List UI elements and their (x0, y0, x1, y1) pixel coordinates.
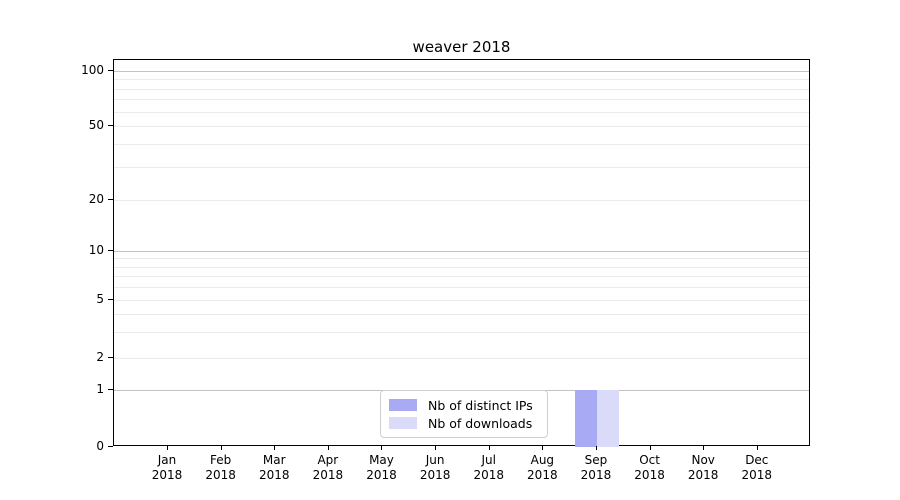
y-tick-10 (108, 250, 113, 251)
gridline-y-6 (114, 287, 809, 288)
bar-nb-of-downloads-sep (596, 390, 619, 447)
y-tick-label-0: 0 (96, 439, 104, 453)
x-label-aug-2018: Aug 2018 (515, 453, 569, 483)
x-label-apr-2018: Apr 2018 (301, 453, 355, 483)
x-label-jun-2018: Jun 2018 (408, 453, 462, 483)
x-tick-jul-2018 (488, 446, 490, 450)
x-tick-nov-2018 (703, 446, 705, 450)
x-tick-jan-2018 (167, 446, 168, 450)
y-tick-label-2: 2 (96, 350, 104, 364)
bar-nb-of-distinct-ips-sep (574, 390, 597, 447)
gridline-y-5 (114, 300, 809, 301)
gridline-y-3 (114, 332, 809, 333)
x-label-month: Dec (745, 453, 769, 467)
x-label-month: Jul (481, 453, 496, 467)
gridline-y-7 (114, 276, 809, 277)
x-tick-sep-2018 (595, 446, 597, 450)
x-label-month: Jan (157, 453, 177, 467)
gridline-y-10 (114, 251, 809, 252)
gridline-y-9 (114, 258, 809, 259)
x-label-oct-2018: Oct 2018 (623, 453, 677, 483)
gridline-y-60 (114, 112, 809, 113)
x-label-month: Nov (691, 453, 715, 467)
gridline-y-4 (114, 314, 809, 315)
gridline-y-90 (114, 79, 809, 80)
x-label-year: 2018 (527, 468, 558, 482)
x-label-month: Apr (317, 453, 339, 467)
gridline-y-30 (114, 167, 809, 168)
gridline-y-8 (114, 267, 809, 268)
x-tick-dec-2018 (756, 446, 758, 450)
x-label-dec-2018: Dec 2018 (730, 453, 784, 483)
y-tick-2 (108, 357, 113, 358)
chart-title: weaver 2018 (412, 38, 511, 56)
y-tick-1 (108, 389, 113, 390)
x-label-year: 2018 (741, 468, 773, 482)
x-label-month: Aug (530, 453, 555, 467)
x-label-month: Mar (262, 453, 286, 467)
y-tick-label-10: 10 (88, 243, 104, 257)
x-label-month: Jun (425, 453, 445, 467)
x-label-year: 2018 (634, 468, 665, 482)
y-tick-label-20: 20 (88, 192, 104, 206)
legend-item-nb-of-downloads: Nb of downloads (389, 416, 539, 431)
legend-label-nb-of-downloads: Nb of downloads (428, 415, 533, 431)
x-label-year: 2018 (312, 468, 344, 482)
x-tick-jun-2018 (435, 446, 437, 450)
x-label-year: 2018 (151, 468, 183, 482)
legend-item-nb-of-distinct-ips: Nb of distinct IPs (389, 398, 539, 413)
gridline-y-70 (114, 99, 809, 100)
gridline-y-2 (114, 358, 809, 359)
x-label-year: 2018 (366, 468, 397, 482)
gridline-y-80 (114, 89, 809, 90)
y-tick-50 (108, 125, 113, 126)
x-label-year: 2018 (419, 468, 451, 482)
gridline-y-20 (114, 200, 809, 201)
y-tick-label-100: 100 (81, 63, 104, 77)
y-tick-20 (108, 199, 113, 200)
y-tick-label-1: 1 (96, 382, 104, 396)
legend-swatch-nb-of-downloads (389, 417, 417, 429)
x-label-mar-2018: Mar 2018 (247, 453, 301, 483)
x-label-year: 2018 (580, 468, 612, 482)
x-label-year: 2018 (687, 468, 719, 482)
x-tick-may-2018 (381, 446, 383, 450)
x-label-year: 2018 (205, 468, 236, 482)
y-tick-label-5: 5 (96, 292, 104, 306)
x-label-month: May (369, 453, 394, 467)
legend-label-nb-of-distinct-ips: Nb of distinct IPs (428, 397, 533, 413)
x-label-may-2018: May 2018 (354, 453, 408, 483)
y-tick-100 (108, 70, 113, 71)
plot-area: Nb of distinct IPs Nb of downloads (113, 59, 810, 447)
x-label-month: Sep (584, 453, 608, 467)
y-tick-0 (108, 446, 113, 447)
gridline-y-100 (114, 71, 809, 72)
x-label-year: 2018 (258, 468, 290, 482)
legend: Nb of distinct IPs Nb of downloads (380, 390, 548, 438)
x-label-jan-2018: Jan 2018 (140, 453, 194, 483)
x-tick-mar-2018 (274, 446, 276, 450)
x-label-feb-2018: Feb 2018 (194, 453, 248, 483)
legend-swatch-nb-of-distinct-ips (389, 399, 417, 411)
x-label-year: 2018 (473, 468, 504, 482)
x-tick-oct-2018 (649, 446, 651, 450)
x-tick-feb-2018 (220, 446, 222, 450)
x-tick-apr-2018 (327, 446, 329, 450)
x-label-jul-2018: Jul 2018 (462, 453, 516, 483)
y-tick-label-50: 50 (88, 118, 104, 132)
x-tick-aug-2018 (542, 446, 544, 450)
gridline-y-40 (114, 144, 809, 145)
x-label-sep-2018: Sep 2018 (569, 453, 623, 483)
gridline-y-50 (114, 126, 809, 127)
x-label-nov-2018: Nov 2018 (676, 453, 730, 483)
x-label-month: Feb (209, 453, 232, 467)
x-label-month: Oct (639, 453, 660, 467)
y-tick-5 (108, 299, 113, 300)
